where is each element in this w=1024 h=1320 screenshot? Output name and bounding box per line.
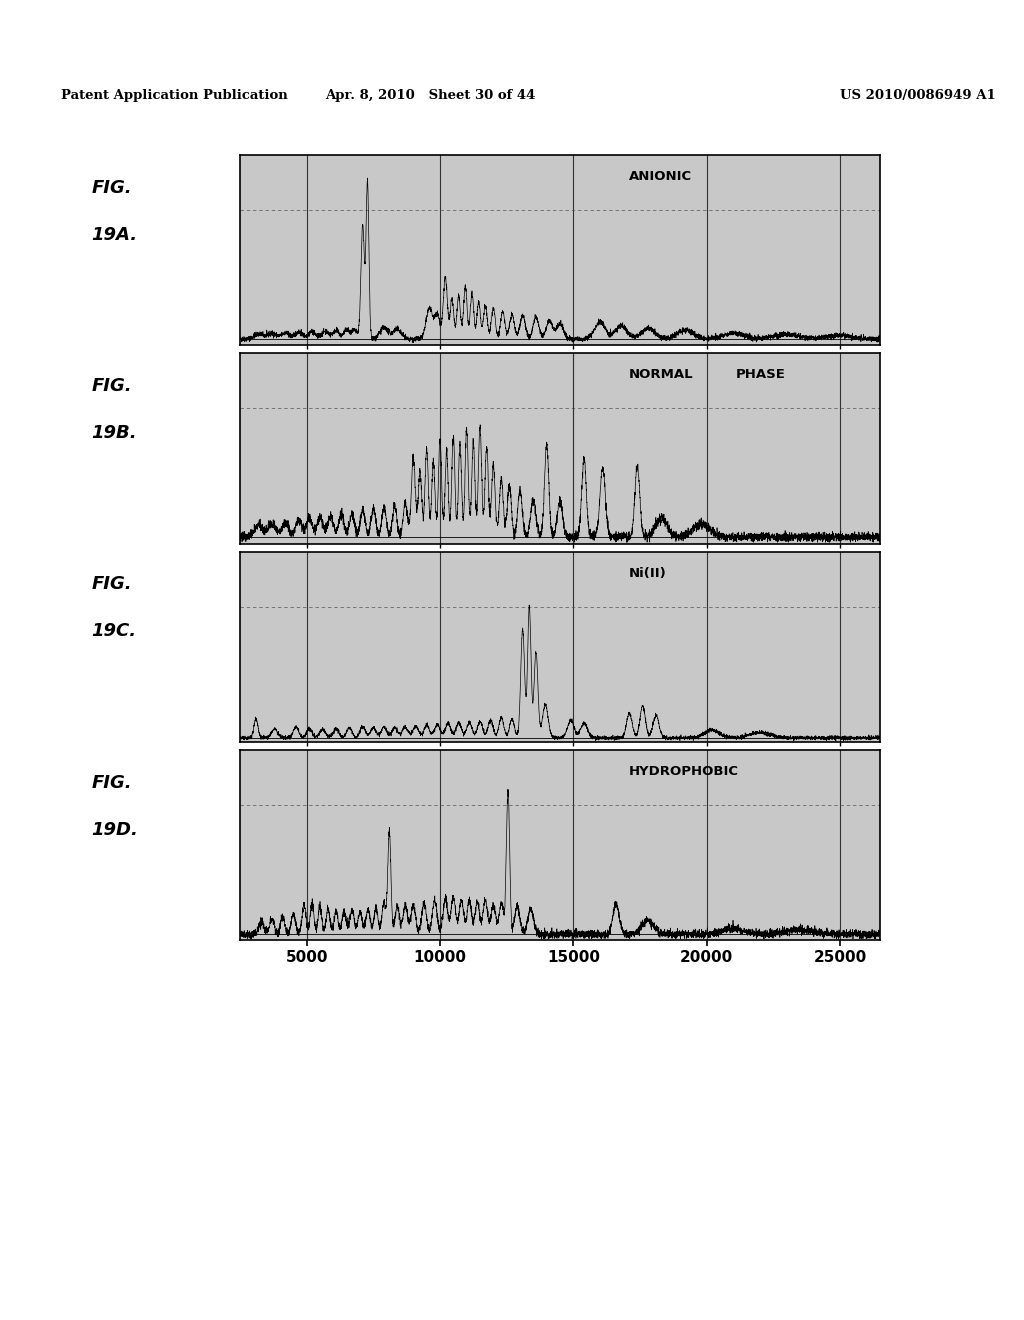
Text: Apr. 8, 2010   Sheet 30 of 44: Apr. 8, 2010 Sheet 30 of 44 <box>325 88 536 102</box>
Text: FIG.: FIG. <box>91 774 132 792</box>
Text: FIG.: FIG. <box>91 378 132 395</box>
Text: HYDROPHOBIC: HYDROPHOBIC <box>629 766 739 777</box>
Text: FIG.: FIG. <box>91 576 132 594</box>
Text: FIG.: FIG. <box>91 178 132 197</box>
Text: US 2010/0086949 A1: US 2010/0086949 A1 <box>840 88 995 102</box>
Text: ANIONIC: ANIONIC <box>629 170 692 183</box>
Text: PHASE: PHASE <box>736 368 785 381</box>
Text: 19D.: 19D. <box>91 821 138 838</box>
Text: 19B.: 19B. <box>91 424 137 442</box>
Text: 19C.: 19C. <box>91 623 136 640</box>
Text: NORMAL: NORMAL <box>629 368 693 381</box>
Text: Ni(II): Ni(II) <box>629 566 667 579</box>
Text: 19A.: 19A. <box>91 226 137 244</box>
Text: Patent Application Publication: Patent Application Publication <box>61 88 288 102</box>
